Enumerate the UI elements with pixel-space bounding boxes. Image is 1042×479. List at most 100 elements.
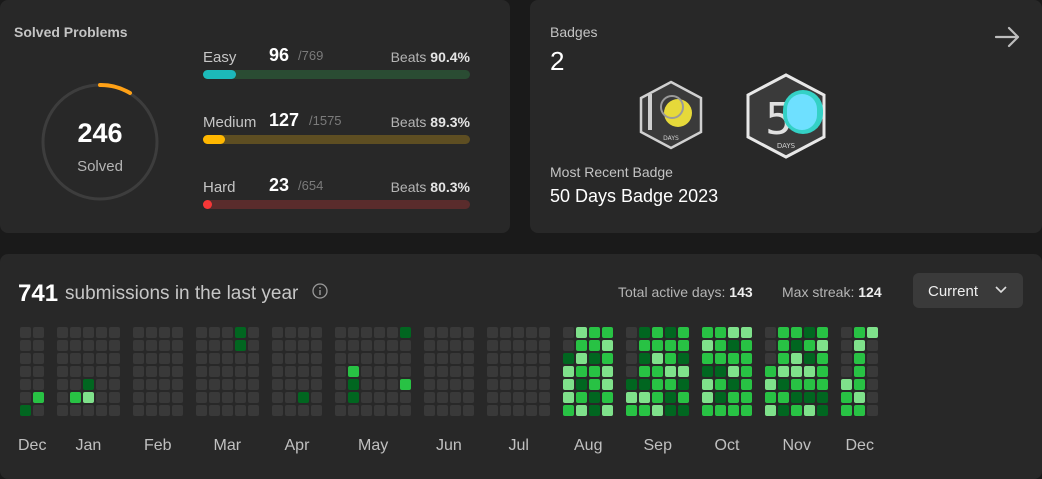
heatmap-cell[interactable]: [602, 366, 613, 377]
heatmap-cell[interactable]: [70, 392, 81, 403]
heatmap-cell[interactable]: [311, 379, 322, 390]
heatmap-cell[interactable]: [563, 405, 574, 416]
heatmap-cell[interactable]: [463, 366, 474, 377]
heatmap-cell[interactable]: [159, 353, 170, 364]
heatmap-cell[interactable]: [715, 405, 726, 416]
heatmap-cell[interactable]: [652, 379, 663, 390]
heatmap-cell[interactable]: [589, 392, 600, 403]
heatmap-cell[interactable]: [70, 366, 81, 377]
heatmap-cell[interactable]: [639, 392, 650, 403]
heatmap-cell[interactable]: [626, 353, 637, 364]
heatmap-cell[interactable]: [513, 379, 524, 390]
badge-50-days-icon[interactable]: 5 DAYS: [745, 72, 827, 160]
heatmap-cell[interactable]: [513, 392, 524, 403]
heatmap-cell[interactable]: [539, 379, 550, 390]
heatmap-cell[interactable]: [172, 353, 183, 364]
heatmap-cell[interactable]: [841, 353, 852, 364]
heatmap-cell[interactable]: [652, 366, 663, 377]
heatmap-cell[interactable]: [33, 392, 44, 403]
heatmap-cell[interactable]: [146, 392, 157, 403]
heatmap-cell[interactable]: [57, 366, 68, 377]
heatmap-cell[interactable]: [196, 327, 207, 338]
heatmap-cell[interactable]: [589, 366, 600, 377]
heatmap-cell[interactable]: [576, 379, 587, 390]
heatmap-cell[interactable]: [272, 379, 283, 390]
heatmap-cell[interactable]: [602, 392, 613, 403]
heatmap-cell[interactable]: [450, 405, 461, 416]
heatmap-cell[interactable]: [311, 405, 322, 416]
heatmap-cell[interactable]: [602, 353, 613, 364]
heatmap-cell[interactable]: [400, 327, 411, 338]
heatmap-cell[interactable]: [311, 327, 322, 338]
heatmap-cell[interactable]: [222, 379, 233, 390]
heatmap-cell[interactable]: [539, 405, 550, 416]
heatmap-cell[interactable]: [196, 379, 207, 390]
heatmap-cell[interactable]: [335, 327, 346, 338]
heatmap-cell[interactable]: [741, 327, 752, 338]
heatmap-cell[interactable]: [222, 353, 233, 364]
heatmap-cell[interactable]: [222, 405, 233, 416]
heatmap-cell[interactable]: [348, 340, 359, 351]
heatmap-cell[interactable]: [791, 392, 802, 403]
heatmap-cell[interactable]: [841, 340, 852, 351]
heatmap-cell[interactable]: [20, 366, 31, 377]
heatmap-cell[interactable]: [665, 327, 676, 338]
heatmap-cell[interactable]: [133, 379, 144, 390]
heatmap-cell[interactable]: [20, 353, 31, 364]
heatmap-cell[interactable]: [83, 366, 94, 377]
heatmap-cell[interactable]: [235, 392, 246, 403]
heatmap-cell[interactable]: [335, 353, 346, 364]
heatmap-cell[interactable]: [728, 366, 739, 377]
heatmap-cell[interactable]: [159, 366, 170, 377]
heatmap-cell[interactable]: [804, 340, 815, 351]
heatmap-cell[interactable]: [374, 327, 385, 338]
heatmap-cell[interactable]: [248, 353, 259, 364]
heatmap-cell[interactable]: [335, 366, 346, 377]
heatmap-cell[interactable]: [96, 392, 107, 403]
heatmap-cell[interactable]: [678, 366, 689, 377]
badge-100-days-icon[interactable]: DAYS: [638, 80, 704, 150]
heatmap-cell[interactable]: [57, 327, 68, 338]
heatmap-cell[interactable]: [272, 327, 283, 338]
heatmap-cell[interactable]: [109, 379, 120, 390]
heatmap-cell[interactable]: [702, 366, 713, 377]
heatmap-cell[interactable]: [361, 327, 372, 338]
heatmap-cell[interactable]: [563, 379, 574, 390]
heatmap-cell[interactable]: [437, 392, 448, 403]
heatmap-cell[interactable]: [335, 340, 346, 351]
info-icon[interactable]: [312, 283, 328, 299]
heatmap-cell[interactable]: [500, 392, 511, 403]
heatmap-cell[interactable]: [298, 379, 309, 390]
heatmap-cell[interactable]: [311, 366, 322, 377]
heatmap-cell[interactable]: [841, 366, 852, 377]
heatmap-cell[interactable]: [576, 405, 587, 416]
heatmap-cell[interactable]: [387, 405, 398, 416]
heatmap-cell[interactable]: [513, 353, 524, 364]
heatmap-cell[interactable]: [374, 340, 385, 351]
heatmap-cell[interactable]: [639, 340, 650, 351]
heatmap-cell[interactable]: [33, 353, 44, 364]
heatmap-cell[interactable]: [804, 327, 815, 338]
heatmap-cell[interactable]: [463, 405, 474, 416]
heatmap-cell[interactable]: [639, 353, 650, 364]
heatmap-cell[interactable]: [361, 392, 372, 403]
heatmap-cell[interactable]: [678, 340, 689, 351]
heatmap-cell[interactable]: [741, 340, 752, 351]
heatmap-cell[interactable]: [463, 379, 474, 390]
heatmap-cell[interactable]: [602, 340, 613, 351]
heatmap-cell[interactable]: [765, 405, 776, 416]
heatmap-cell[interactable]: [639, 405, 650, 416]
heatmap-cell[interactable]: [463, 327, 474, 338]
heatmap-cell[interactable]: [298, 405, 309, 416]
heatmap-cell[interactable]: [348, 366, 359, 377]
heatmap-cell[interactable]: [854, 366, 865, 377]
heatmap-cell[interactable]: [500, 340, 511, 351]
heatmap-cell[interactable]: [639, 379, 650, 390]
heatmap-cell[interactable]: [235, 327, 246, 338]
heatmap-cell[interactable]: [96, 405, 107, 416]
heatmap-cell[interactable]: [400, 353, 411, 364]
heatmap-cell[interactable]: [639, 327, 650, 338]
heatmap-cell[interactable]: [778, 353, 789, 364]
heatmap-cell[interactable]: [272, 366, 283, 377]
heatmap-cell[interactable]: [209, 340, 220, 351]
